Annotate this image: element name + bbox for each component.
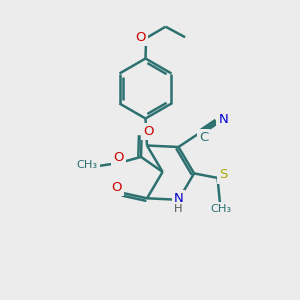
Text: H: H bbox=[174, 204, 183, 214]
Text: O: O bbox=[136, 31, 146, 44]
Text: CH₃: CH₃ bbox=[211, 204, 232, 214]
Text: N: N bbox=[174, 192, 183, 205]
Text: O: O bbox=[143, 125, 153, 138]
Text: S: S bbox=[219, 168, 227, 182]
Text: N: N bbox=[218, 112, 228, 126]
Text: O: O bbox=[111, 181, 122, 194]
Text: O: O bbox=[114, 151, 124, 164]
Text: CH₃: CH₃ bbox=[76, 160, 98, 170]
Text: C: C bbox=[199, 131, 208, 144]
